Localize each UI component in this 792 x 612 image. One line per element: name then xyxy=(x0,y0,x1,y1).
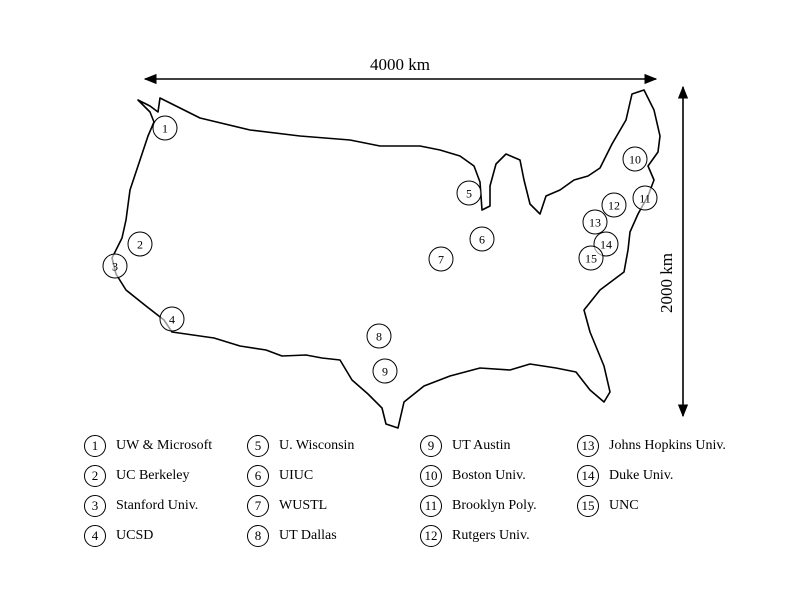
site-marker-13: 13 xyxy=(582,209,608,235)
marker-circle xyxy=(366,323,392,349)
legend-item: 1 UW & Microsoft xyxy=(84,434,212,458)
legend-number: 15 xyxy=(577,495,599,517)
legend-item: 5 U. Wisconsin xyxy=(247,434,354,458)
legend-item: 15 UNC xyxy=(577,494,639,518)
marker-circle xyxy=(127,231,153,257)
site-marker-11: 11 xyxy=(632,185,658,211)
marker-number: 5 xyxy=(466,187,472,201)
marker-number: 4 xyxy=(169,313,175,327)
horizontal-scale-label: 4000 km xyxy=(370,55,430,74)
legend-number: 6 xyxy=(247,465,269,487)
legend-number: 5 xyxy=(247,435,269,457)
marker-circle xyxy=(601,192,627,218)
legend-item: 10 Boston Univ. xyxy=(420,464,526,488)
marker-circle xyxy=(632,185,658,211)
marker-number: 15 xyxy=(585,252,597,266)
site-marker-7: 7 xyxy=(428,246,454,272)
site-marker-9: 9 xyxy=(372,358,398,384)
legend-number: 8 xyxy=(247,525,269,547)
legend-number: 10 xyxy=(420,465,442,487)
legend-label: UIUC xyxy=(279,468,314,483)
legend-label: Brooklyn Poly. xyxy=(452,498,537,513)
marker-number: 9 xyxy=(382,365,388,379)
marker-number: 14 xyxy=(600,238,612,252)
site-marker-1: 1 xyxy=(152,115,178,141)
legend-number: 7 xyxy=(247,495,269,517)
legend-label: UC Berkeley xyxy=(116,468,190,483)
legend-label: UCSD xyxy=(116,528,154,543)
marker-circle xyxy=(159,306,185,332)
site-marker-3: 3 xyxy=(102,253,128,279)
legend-number: 1 xyxy=(84,435,106,457)
legend-item: 13 Johns Hopkins Univ. xyxy=(577,434,726,458)
site-marker-2: 2 xyxy=(127,231,153,257)
marker-circle xyxy=(582,209,608,235)
marker-circle xyxy=(622,146,648,172)
us-outline xyxy=(111,89,661,429)
marker-number: 6 xyxy=(479,233,485,247)
marker-number: 8 xyxy=(376,330,382,344)
marker-circle xyxy=(578,245,604,271)
marker-number: 1 xyxy=(162,122,168,136)
legend-number: 12 xyxy=(420,525,442,547)
site-marker-6: 6 xyxy=(469,226,495,252)
legend-label: Johns Hopkins Univ. xyxy=(609,438,726,453)
legend-number: 11 xyxy=(420,495,442,517)
legend-label: WUSTL xyxy=(279,498,328,513)
site-marker-10: 10 xyxy=(622,146,648,172)
site-marker-5: 5 xyxy=(456,180,482,206)
marker-circle xyxy=(469,226,495,252)
marker-circle xyxy=(428,246,454,272)
marker-number: 7 xyxy=(438,253,444,267)
legend-number: 2 xyxy=(84,465,106,487)
legend-number: 4 xyxy=(84,525,106,547)
marker-number: 10 xyxy=(629,153,641,167)
site-marker-15: 15 xyxy=(578,245,604,271)
legend-item: 6 UIUC xyxy=(247,464,313,488)
legend-label: Stanford Univ. xyxy=(116,498,199,513)
legend-item: 9 UT Austin xyxy=(420,434,510,458)
legend-label: Duke Univ. xyxy=(609,468,674,483)
legend-item: 4 UCSD xyxy=(84,524,153,548)
legend-number: 14 xyxy=(577,465,599,487)
marker-circle xyxy=(456,180,482,206)
legend-number: 3 xyxy=(84,495,106,517)
legend-item: 12 Rutgers Univ. xyxy=(420,524,530,548)
marker-number: 11 xyxy=(639,192,651,206)
legend-label: U. Wisconsin xyxy=(279,438,355,453)
legend-item: 11 Brooklyn Poly. xyxy=(420,494,537,518)
legend-label: Rutgers Univ. xyxy=(452,528,530,543)
marker-circle xyxy=(102,253,128,279)
legend-label: Boston Univ. xyxy=(452,468,526,483)
legend-label: UNC xyxy=(609,498,639,513)
site-marker-4: 4 xyxy=(159,306,185,332)
site-marker-12: 12 xyxy=(601,192,627,218)
marker-number: 3 xyxy=(112,260,118,274)
marker-circle xyxy=(372,358,398,384)
marker-number: 12 xyxy=(608,199,620,213)
legend-number: 9 xyxy=(420,435,442,457)
legend-number: 13 xyxy=(577,435,599,457)
marker-number: 2 xyxy=(137,238,143,252)
legend-item: 14 Duke Univ. xyxy=(577,464,673,488)
marker-number: 13 xyxy=(589,216,601,230)
site-marker-8: 8 xyxy=(366,323,392,349)
legend-item: 3 Stanford Univ. xyxy=(84,494,198,518)
legend-item: 7 WUSTL xyxy=(247,494,327,518)
vertical-scale-label: 2000 km xyxy=(657,253,676,313)
legend-item: 2 UC Berkeley xyxy=(84,464,189,488)
legend-label: UT Austin xyxy=(452,438,511,453)
legend-label: UT Dallas xyxy=(279,528,337,543)
legend-label: UW & Microsoft xyxy=(116,438,213,453)
legend-item: 8 UT Dallas xyxy=(247,524,337,548)
marker-circle xyxy=(152,115,178,141)
